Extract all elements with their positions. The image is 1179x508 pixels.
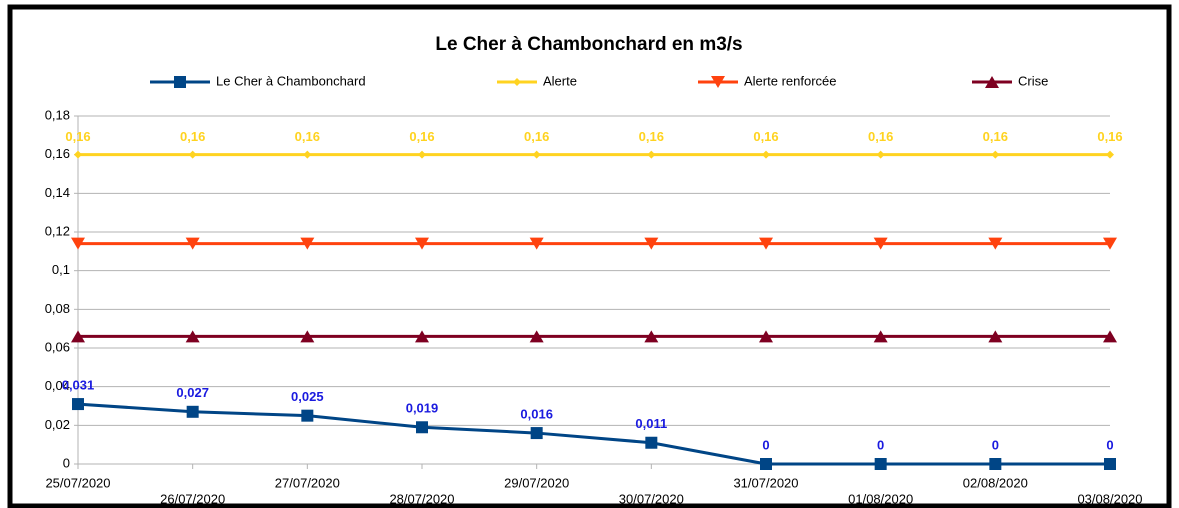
data-label: 0,16 [65,129,90,144]
data-label: 0,16 [524,129,549,144]
marker [529,330,544,343]
x-tick-label: 30/07/2020 [619,491,684,506]
x-tick-label: 01/08/2020 [848,491,913,506]
marker [874,458,887,470]
marker [71,330,85,343]
data-label: 0,019 [406,401,439,416]
data-label: 0,011 [635,416,667,431]
marker [644,330,659,343]
data-label: 0 [877,437,884,452]
marker [72,398,84,411]
legend-label: Alerte [543,73,577,88]
y-tick-label: 0,02 [45,417,70,432]
marker [415,330,429,343]
data-label: 0,016 [520,407,553,422]
marker [1103,237,1117,250]
marker [418,150,426,159]
data-label: 0,16 [1097,129,1122,144]
marker [529,237,544,250]
marker [989,458,1002,470]
y-tick-label: 0,04 [45,378,70,393]
data-label: 0 [1106,437,1113,452]
marker [300,237,315,250]
y-tick-label: 0,1 [52,262,70,277]
marker [647,150,656,159]
marker [759,330,773,343]
marker [174,76,186,88]
marker [71,237,85,250]
y-tick-label: 0,12 [45,223,70,238]
marker [513,78,521,86]
marker [416,421,428,434]
x-tick-label: 02/08/2020 [963,475,1028,490]
y-tick-label: 0,16 [45,146,70,161]
marker [1106,150,1114,159]
marker [303,150,312,159]
marker [991,150,1000,159]
marker [301,409,314,422]
chart-title: Le Cher à Chambonchard en m3/s [435,34,742,55]
marker [873,237,888,250]
marker [532,150,541,159]
marker [1103,330,1117,343]
marker [186,405,199,418]
marker [876,150,885,159]
marker [762,150,770,159]
x-tick-label: 03/08/2020 [1077,491,1142,506]
x-tick-label: 25/07/2020 [45,475,110,490]
marker [988,237,1003,250]
marker [873,330,888,343]
marker [645,436,658,449]
legend-label: Alerte renforcée [744,73,837,88]
marker [711,76,725,88]
marker [415,237,429,250]
x-tick-label: 29/07/2020 [504,475,569,490]
marker [1104,458,1116,470]
data-label: 0,16 [753,129,778,144]
data-label: 0,16 [409,129,434,144]
marker [530,427,543,440]
data-label: 0,031 [62,378,95,393]
y-tick-label: 0,08 [45,301,70,316]
data-label: 0,16 [983,129,1008,144]
marker [988,330,1003,343]
y-tick-label: 0 [63,455,70,470]
marker [759,237,773,250]
marker [185,237,200,250]
data-label: 0 [762,437,769,452]
x-tick-label: 28/07/2020 [389,491,454,506]
data-label: 0,16 [180,129,205,144]
marker [185,330,200,343]
marker [188,150,197,159]
data-label: 0,16 [639,129,664,144]
frame [7,4,1172,508]
x-tick-label: 27/07/2020 [275,475,340,490]
x-tick-label: 31/07/2020 [733,475,798,490]
data-label: 0,027 [176,385,209,400]
marker [74,150,82,159]
data-label: 0 [992,437,999,452]
data-label: 0,025 [291,389,324,404]
marker [644,237,659,250]
legend-label: Le Cher à Chambonchard [216,73,366,88]
series-line [77,402,1110,466]
legend-label: Crise [1018,73,1048,88]
data-label: 0,16 [295,129,320,144]
marker [300,330,315,343]
x-tick-label: 26/07/2020 [160,491,225,506]
marker [760,458,772,470]
y-tick-label: 0,18 [45,107,70,122]
y-tick-label: 0,14 [45,185,70,200]
y-tick-label: 0,06 [45,339,70,354]
data-label: 0,16 [868,129,893,144]
marker [985,76,999,88]
